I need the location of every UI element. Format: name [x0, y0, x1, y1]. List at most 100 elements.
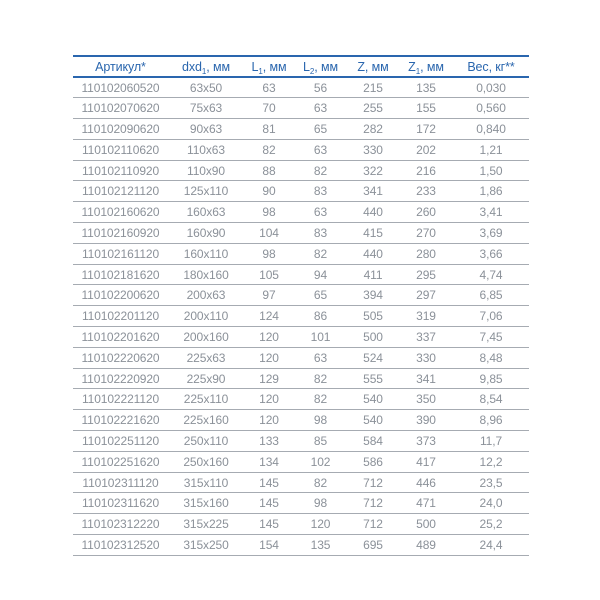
header-label: Артикул*: [95, 59, 146, 74]
cell-l2: 94: [313, 267, 328, 282]
cell-z: 524: [363, 350, 383, 365]
cell-l1: 104: [259, 225, 279, 240]
cell-z1: 500: [416, 517, 436, 532]
cell-article: 110102160920: [81, 225, 160, 240]
cell-weight: 8,48: [479, 350, 503, 365]
table-row: 110102312220 315x225 145 120 712 500 25,…: [73, 514, 529, 535]
cell-l1: 98: [262, 246, 276, 261]
cell-l1: 134: [259, 454, 279, 469]
cell-dxd1: 225x63: [186, 350, 226, 365]
table-row: 110102311620 315x160 145 98 712 471 24,0: [73, 493, 529, 514]
cell-weight: 24,4: [479, 537, 503, 552]
cell-dxd1: 200x110: [183, 309, 229, 324]
cell-article: 110102312520: [81, 537, 160, 552]
cell-weight: 23,5: [479, 475, 503, 490]
cell-l1: 133: [259, 433, 279, 448]
cell-dxd1: 75x63: [189, 101, 223, 116]
cell-weight: 11,7: [479, 433, 503, 448]
cell-article: 110102110920: [81, 163, 160, 178]
cell-dxd1: 225x160: [183, 413, 229, 428]
cell-l1: 105: [259, 267, 279, 282]
header-cell-weight: Вес, кг**: [453, 56, 529, 77]
cell-dxd1: 125x110: [183, 184, 229, 199]
cell-z: 215: [363, 80, 383, 95]
header-subscript: 1: [258, 66, 263, 76]
cell-l1: 124: [259, 309, 279, 324]
cell-article: 110102160620: [81, 205, 160, 220]
header-cell-l2: L2, мм: [294, 56, 347, 77]
cell-dxd1: 225x90: [186, 371, 226, 386]
header-cell-z1: Z1, мм: [399, 56, 453, 77]
cell-z: 712: [363, 475, 383, 490]
table-row: 110102110620 110x63 82 63 330 202 1,21: [73, 139, 529, 161]
cell-z1: 260: [416, 205, 436, 220]
cell-l2: 101: [310, 329, 331, 344]
cell-dxd1: 160x90: [186, 225, 226, 240]
cell-z: 500: [363, 329, 383, 344]
cell-weight: 3,41: [479, 205, 503, 220]
cell-z1: 270: [416, 225, 436, 240]
cell-l1: 97: [262, 288, 276, 303]
cell-dxd1: 315x110: [183, 475, 229, 490]
table-row: 110102221620 225x160 120 98 540 390 8,96: [73, 410, 529, 431]
cell-z1: 319: [416, 309, 436, 324]
cell-z1: 172: [416, 121, 436, 136]
header-subscript: 2: [309, 66, 315, 76]
cell-l2: 82: [313, 392, 328, 407]
table-row: 110102160920 160x90 104 83 415 270 3,69: [73, 223, 529, 244]
cell-l1: 129: [259, 371, 279, 386]
cell-article: 110102110620: [81, 142, 160, 157]
header-cell-article: Артикул*: [73, 56, 168, 77]
cell-z1: 373: [416, 433, 436, 448]
cell-weight: 0,560: [476, 101, 506, 116]
cell-l1: 120: [259, 392, 279, 407]
header-label-suffix: , мм: [206, 59, 230, 74]
cell-l1: 120: [259, 350, 279, 365]
cell-z1: 330: [416, 350, 436, 365]
cell-l2: 65: [313, 121, 328, 136]
header-label: dxd: [182, 59, 202, 74]
cell-z: 505: [363, 309, 383, 324]
cell-z: 255: [363, 101, 383, 116]
cell-z: 440: [363, 205, 383, 220]
header-cell-z: Z, мм: [347, 56, 399, 77]
cell-l1: 63: [262, 80, 276, 95]
cell-article: 110102312220: [81, 517, 160, 532]
cell-l1: 120: [259, 329, 279, 344]
cell-dxd1: 200x160: [183, 329, 229, 344]
cell-z: 341: [363, 184, 383, 199]
cell-weight: 3,69: [479, 225, 503, 240]
cell-z1: 280: [416, 246, 436, 261]
table-row: 110102220920 225x90 129 82 555 341 9,85: [73, 368, 529, 389]
cell-weight: 0,030: [476, 80, 506, 95]
table-row: 110102220620 225x63 120 63 524 330 8,48: [73, 347, 529, 369]
cell-z1: 216: [416, 163, 436, 178]
cell-l2: 56: [313, 80, 328, 95]
cell-weight: 6,85: [479, 288, 503, 303]
header-label-suffix: , кг**: [488, 59, 515, 74]
cell-l2: 83: [313, 184, 328, 199]
table-row: 110102181620 180x160 105 94 411 295 4,74: [73, 264, 529, 285]
table-row: 110102070620 75x63 70 63 255 155 0,560: [73, 98, 529, 119]
cell-article: 110102181620: [81, 267, 160, 282]
cell-l1: 145: [259, 517, 279, 532]
cell-dxd1: 315x225: [183, 517, 229, 532]
cell-dxd1: 315x160: [183, 496, 229, 511]
cell-l1: 90: [262, 184, 276, 199]
cell-z1: 341: [416, 371, 436, 386]
cell-l2: 82: [313, 246, 328, 261]
cell-z: 322: [363, 163, 383, 178]
cell-l2: 63: [313, 101, 328, 116]
cell-z1: 471: [416, 496, 436, 511]
cell-article: 110102221620: [81, 413, 160, 428]
cell-z: 555: [363, 371, 383, 386]
header-cell-l1: L1, мм: [244, 56, 294, 77]
cell-z1: 233: [416, 184, 436, 199]
cell-l1: 145: [259, 475, 279, 490]
table-row: 110102251120 250x110 133 85 584 373 11,7: [73, 431, 529, 452]
cell-z: 712: [363, 496, 383, 511]
cell-z: 411: [363, 267, 383, 282]
header-subscript: 1: [415, 66, 421, 76]
cell-z: 712: [363, 517, 383, 532]
